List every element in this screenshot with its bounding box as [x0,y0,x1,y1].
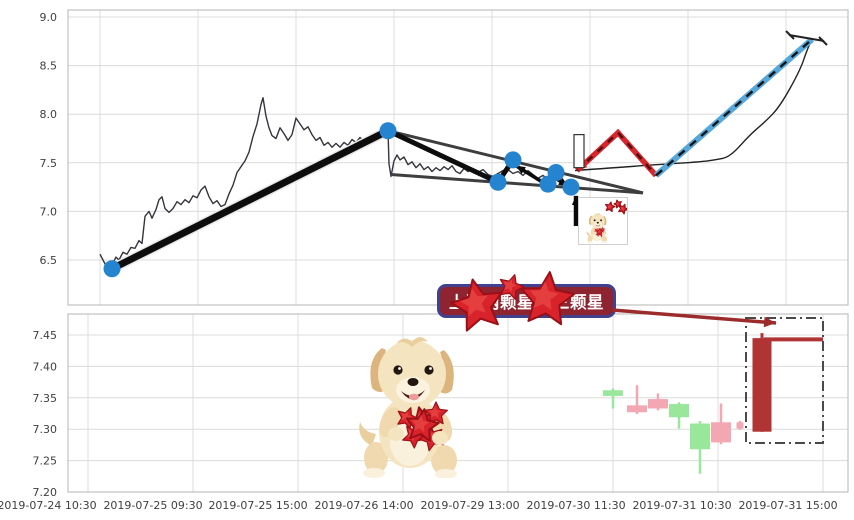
keypoint-dot [504,151,522,169]
candle [711,422,731,443]
svg-text:7.30: 7.30 [33,423,58,436]
x-tick-label: 2019-07-26 14:00 [314,499,413,512]
candle [690,423,710,450]
x-tick-label: 2019-07-25 15:00 [208,499,307,512]
annotation-label: 上涨两颗星 | 三颗星 [437,284,617,318]
puppy-with-stars-icon [359,337,457,478]
svg-text:7.25: 7.25 [33,455,58,468]
top-panel-line-chart: 9.0 8.5 8.0 7.5 7.0 6.5 [40,9,849,306]
keypoint-dot [379,122,397,140]
x-tick-label: 2019-07-24 10:30 [0,499,97,512]
svg-text:7.5: 7.5 [40,157,58,170]
empty-candle-box [573,134,585,169]
end-marker [788,34,825,42]
candle [648,399,668,409]
mini-dog-stars-icon [586,199,627,244]
pennant-line [390,172,644,195]
top-grid [68,10,848,305]
svg-text:6.5: 6.5 [40,254,58,267]
candle [736,422,744,429]
x-tick-label: 2019-07-29 13:00 [420,499,519,512]
dog-illustration [352,326,478,478]
candle [669,404,689,418]
svg-text:7.20: 7.20 [33,486,58,499]
keypoint-dot [103,260,121,278]
x-tick-label: 2019-07-25 09:30 [103,499,202,512]
annotation-label-text: 上涨两颗星 | 三颗星 [449,293,605,312]
svg-text:9.0: 9.0 [40,11,58,24]
trend-line [110,127,390,272]
mini-dog-card [578,197,628,245]
projection-curve [574,39,813,172]
end-marker [818,36,828,46]
candle [752,338,772,432]
keypoint-dot [562,178,580,196]
candle [603,390,623,396]
trend-line [386,128,500,185]
highlight-box [745,317,824,444]
keypoint-dot [489,173,507,191]
candle [627,405,647,413]
keypoint-dot [547,164,565,182]
svg-text:7.45: 7.45 [33,329,58,342]
svg-text:7.40: 7.40 [33,360,58,373]
svg-text:8.0: 8.0 [40,108,58,121]
svg-text:8.5: 8.5 [40,60,58,73]
svg-text:7.35: 7.35 [33,392,58,405]
x-tick-label: 2019-07-30 11:30 [526,499,625,512]
x-tick-label: 2019-07-31 10:30 [632,499,731,512]
x-tick-label: 2019-07-31 15:00 [738,499,837,512]
svg-text:7.0: 7.0 [40,205,58,218]
